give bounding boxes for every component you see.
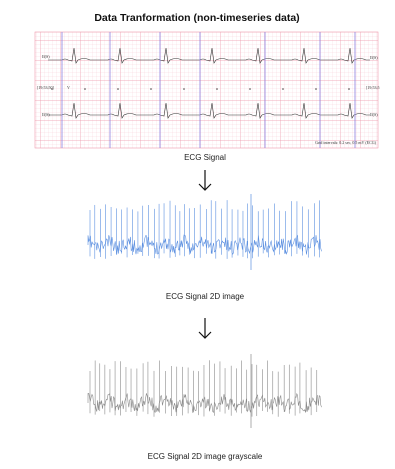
waveform [88, 393, 322, 413]
beat-dot [216, 88, 218, 90]
lead-label: II(S) [42, 54, 50, 59]
arrow [199, 170, 211, 190]
title: Data Tranformation (non-timeseries data) [94, 12, 299, 24]
ecg-image-grayscale [88, 354, 322, 428]
beat-dot [315, 88, 317, 90]
marker: V [67, 85, 70, 90]
beat-dot [183, 88, 185, 90]
ecg-grid [35, 32, 378, 148]
beat-dot [348, 88, 350, 90]
lead-label: II(S) [42, 112, 50, 117]
caption: ECG Signal [184, 153, 226, 162]
lead-label: II(S) [370, 55, 378, 60]
beat-dot [84, 88, 86, 90]
lead-label: II(S) [370, 112, 378, 117]
beat-dot [117, 88, 119, 90]
caption: ECG Signal 2D image grayscale [148, 452, 263, 461]
beat-dot [150, 88, 152, 90]
timestamp: [19;53;50] [37, 85, 55, 90]
beat-dot [282, 88, 284, 90]
beat-dot [249, 88, 251, 90]
ecg-image [88, 194, 322, 270]
timestamp: [19;53;5 [366, 85, 380, 90]
waveform [88, 235, 322, 255]
diagram: Data Tranformation (non-timeseries data)… [0, 0, 395, 464]
arrow [199, 318, 211, 338]
page: Data Tranformation (non-timeseries data)… [0, 0, 395, 464]
caption: ECG Signal 2D image [166, 292, 245, 301]
